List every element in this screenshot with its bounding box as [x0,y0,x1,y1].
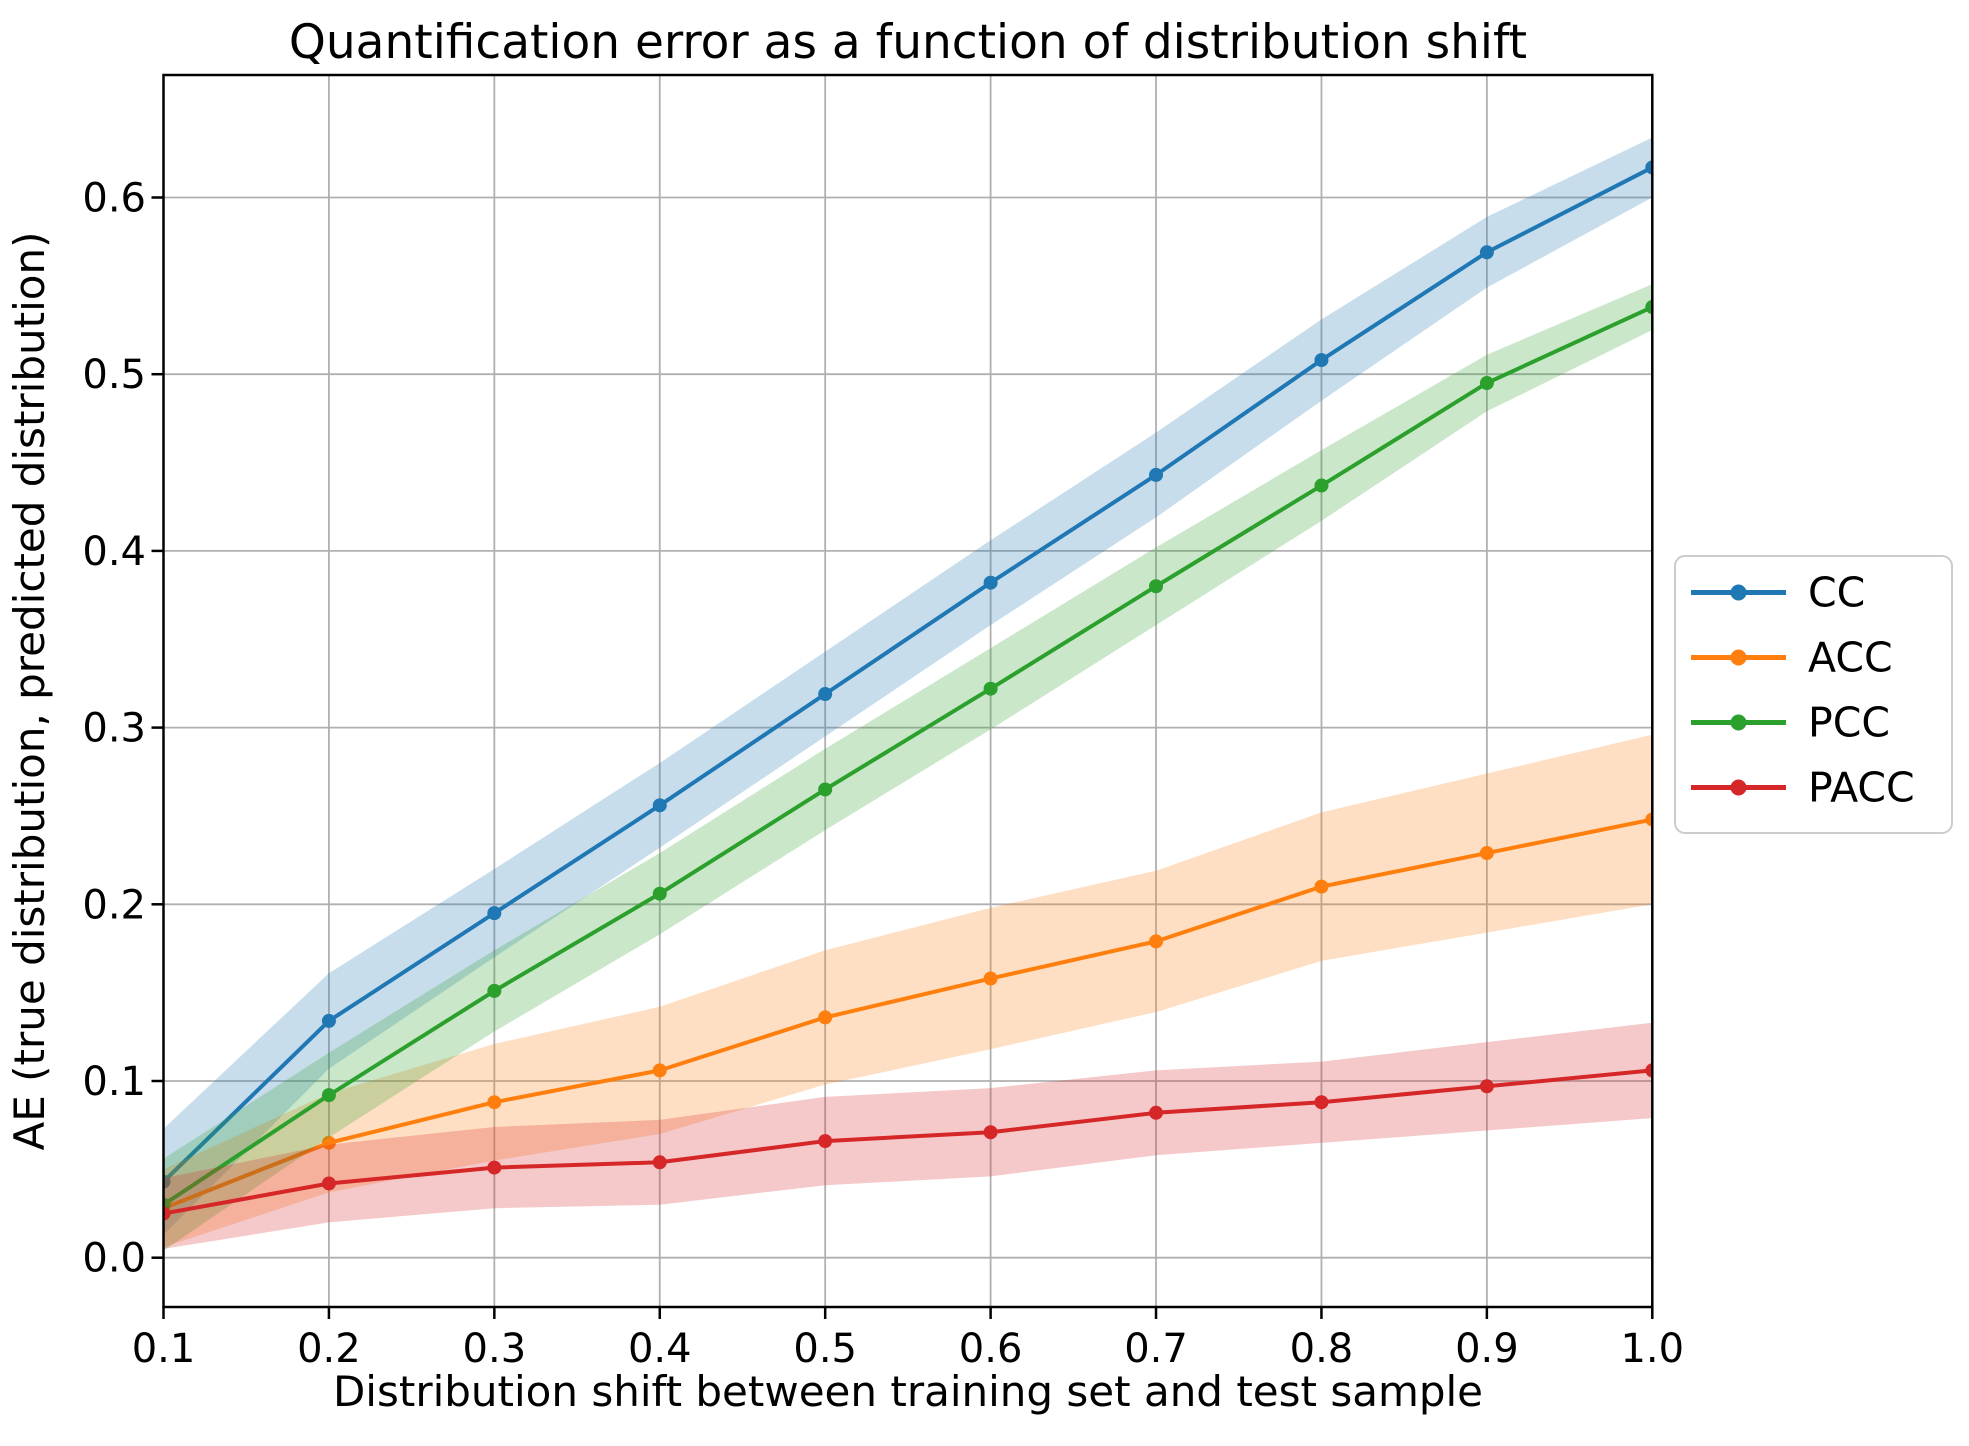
x-tick-label: 0.6 [959,1326,1023,1372]
x-tick-label: 0.1 [132,1326,196,1372]
data-point-PACC [163,1206,171,1221]
x-tick-label: 0.9 [1455,1326,1519,1372]
y-tick-label: 0.4 [82,529,146,575]
legend-label-PACC: PACC [1808,764,1915,812]
y-tick-label: 0.2 [82,882,146,928]
chart-title: Quantification error as a function of di… [289,15,1527,70]
data-point-PACC [1149,1105,1164,1120]
confidence-band-PCC [163,284,1653,1251]
legend-marker-PCC [1730,714,1747,731]
y-tick-label: 0.5 [82,352,146,398]
data-point-PACC [818,1134,833,1149]
data-point-PCC [1149,579,1164,594]
data-point-CC [163,1174,171,1189]
data-point-PCC [487,983,502,998]
x-tick-label: 0.8 [1290,1326,1354,1372]
data-point-CC [1314,353,1329,368]
confidence-band-ACC [163,734,1653,1248]
legend-marker-PACC [1730,779,1747,796]
legend: CC ACC PCC PACC [1674,555,1953,834]
data-point-PACC [487,1160,502,1175]
y-tick-label: 0.3 [82,706,146,752]
legend-label-PCC: PCC [1808,699,1890,747]
x-tick-label: 1.0 [1620,1326,1684,1372]
y-tick-label: 0.1 [82,1059,146,1105]
y-tick-label: 0.0 [82,1236,146,1282]
x-axis-label: Distribution shift between training set … [333,1367,1483,1416]
data-point-ACC [1314,879,1329,894]
data-point-PCC [983,681,998,696]
data-point-ACC [1645,812,1653,827]
data-point-PACC [1314,1095,1329,1110]
data-point-PCC [1479,376,1494,391]
data-point-CC [818,687,833,702]
data-point-ACC [818,1010,833,1025]
data-point-CC [487,906,502,921]
data-point-ACC [1479,846,1494,861]
data-point-ACC [321,1135,336,1150]
data-point-PCC [652,886,667,901]
series-line-PCC [163,305,1653,1207]
x-tick-label: 0.2 [297,1326,361,1372]
data-point-PACC [1479,1079,1494,1094]
data-point-CC [1149,467,1164,482]
data-point-PACC [321,1176,336,1191]
data-point-ACC [983,971,998,986]
series-line-ACC [163,817,1653,1211]
data-point-CC [321,1013,336,1028]
plot-border [162,73,1654,1309]
series-layer [163,137,1653,1251]
data-point-CC [1479,245,1494,260]
series-line-PACC [163,1068,1653,1216]
data-point-PCC [321,1088,336,1103]
confidence-band-CC [163,137,1653,1235]
x-tick-label: 0.4 [628,1326,692,1372]
data-point-PCC [818,782,833,797]
data-point-PACC [1645,1063,1653,1078]
data-point-ACC [487,1095,502,1110]
x-tick-label: 0.7 [1124,1326,1188,1372]
data-point-CC [652,798,667,813]
data-point-ACC [652,1063,667,1078]
legend-marker-ACC [1730,649,1747,666]
x-tick-label: 0.5 [793,1326,857,1372]
data-point-PACC [983,1125,998,1140]
y-tick-label: 0.6 [82,176,146,222]
legend-marker-CC [1730,584,1747,601]
data-point-ACC [1149,934,1164,949]
data-point-PCC [1645,300,1653,315]
y-axis-ticks: 0.0 0.1 0.2 0.3 0.4 0.5 0.6 [82,176,164,1282]
data-point-PACC [652,1155,667,1170]
y-axis-label: AE (true distribution, predicted distrib… [5,232,54,1151]
series-line-CC [163,165,1653,1184]
data-point-CC [1645,160,1653,175]
legend-box [1674,555,1953,834]
legend-label-ACC: ACC [1808,634,1893,682]
data-point-CC [983,575,998,590]
legend-label-CC: CC [1808,569,1865,617]
x-axis-ticks: 0.1 0.2 0.3 0.4 0.5 0.6 0.7 0.8 0.9 1.0 [132,1307,1684,1372]
data-point-PCC [1314,478,1329,493]
x-tick-label: 0.3 [463,1326,527,1372]
